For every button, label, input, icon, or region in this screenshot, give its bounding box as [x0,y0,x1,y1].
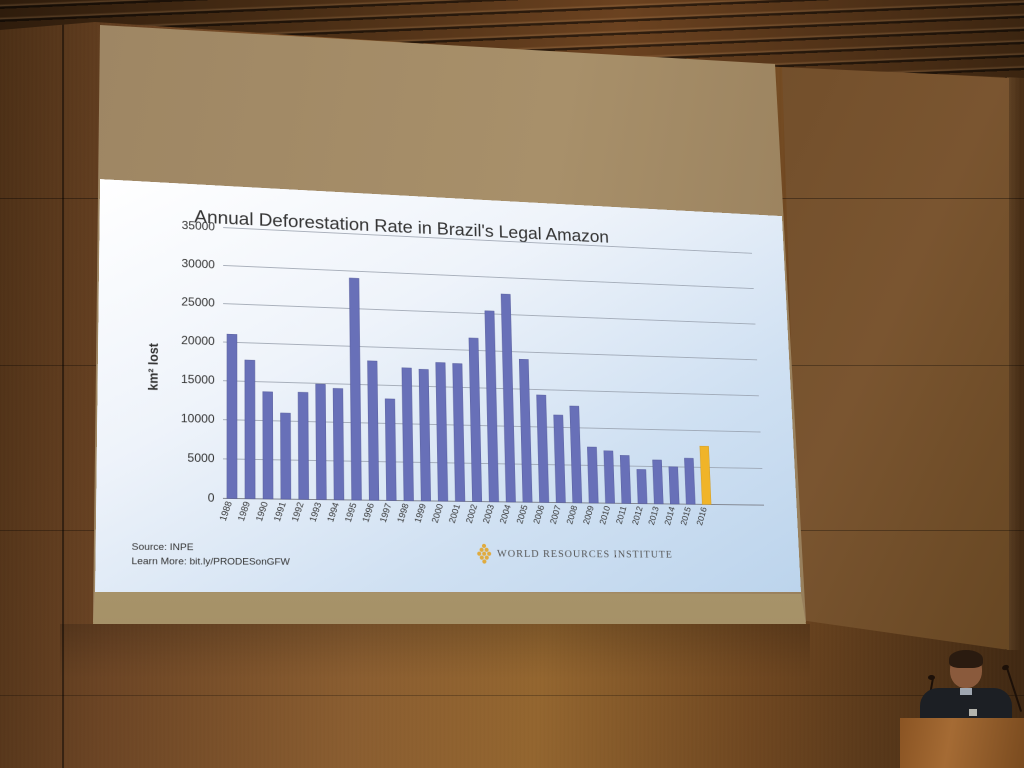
svg-text:30000: 30000 [182,257,216,271]
svg-text:Learn More: bit.ly/PRODESonGFW: Learn More: bit.ly/PRODESonGFW [131,556,290,568]
svg-text:5000: 5000 [187,452,215,465]
svg-text:25000: 25000 [181,296,215,310]
svg-text:Source: INPE: Source: INPE [132,542,194,553]
svg-text:0: 0 [208,492,215,505]
svg-text:km² lost: km² lost [146,342,161,391]
svg-text:WORLD RESOURCES INSTITUTE: WORLD RESOURCES INSTITUTE [497,549,673,560]
svg-text:15000: 15000 [181,373,215,387]
svg-text:10000: 10000 [181,412,215,426]
svg-text:20000: 20000 [181,334,215,348]
svg-text:35000: 35000 [182,219,216,233]
